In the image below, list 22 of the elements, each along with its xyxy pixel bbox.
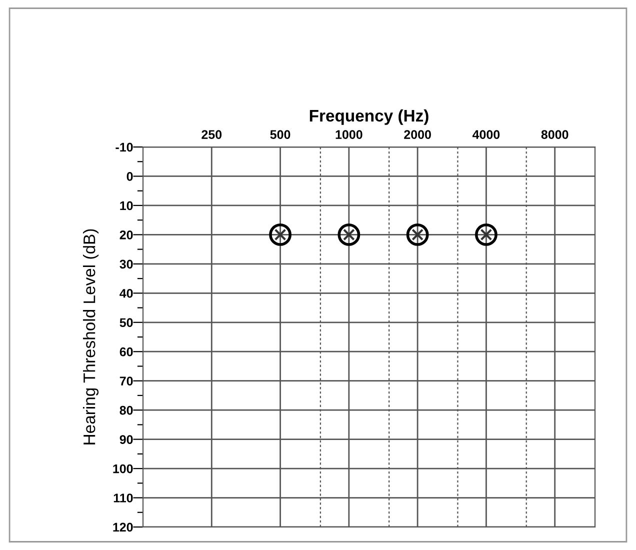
x-tick-label: 4000: [472, 130, 500, 139]
y-tick-label: 60: [120, 347, 133, 356]
y-tick-label: 110: [114, 494, 133, 502]
y-axis-title: Hearing Threshold Level (dB): [83, 229, 99, 444]
x-tick-label: 250: [202, 130, 222, 139]
y-tick-label: 120: [113, 522, 133, 532]
x-tick-label: 500: [270, 130, 290, 139]
y-tick-label: 90: [120, 435, 133, 444]
y-tick-label: 10: [120, 201, 133, 210]
y-tick-label: 20: [120, 230, 133, 240]
x-axis-title: Frequency (Hz): [310, 109, 428, 125]
y-tick-label: 100: [113, 464, 133, 474]
x-tick-label: 1000: [336, 130, 362, 139]
y-tick-label: 0: [126, 172, 133, 181]
y-tick-label: -10: [116, 142, 133, 152]
y-tick-label: 50: [120, 318, 133, 328]
y-tick-label: 70: [120, 376, 133, 386]
x-tick-label: 2000: [404, 130, 431, 139]
y-tick-label: 30: [120, 260, 133, 269]
y-tick-label: 80: [120, 406, 133, 415]
y-tick-label: 40: [120, 288, 133, 298]
x-tick-label: 8000: [541, 130, 568, 139]
